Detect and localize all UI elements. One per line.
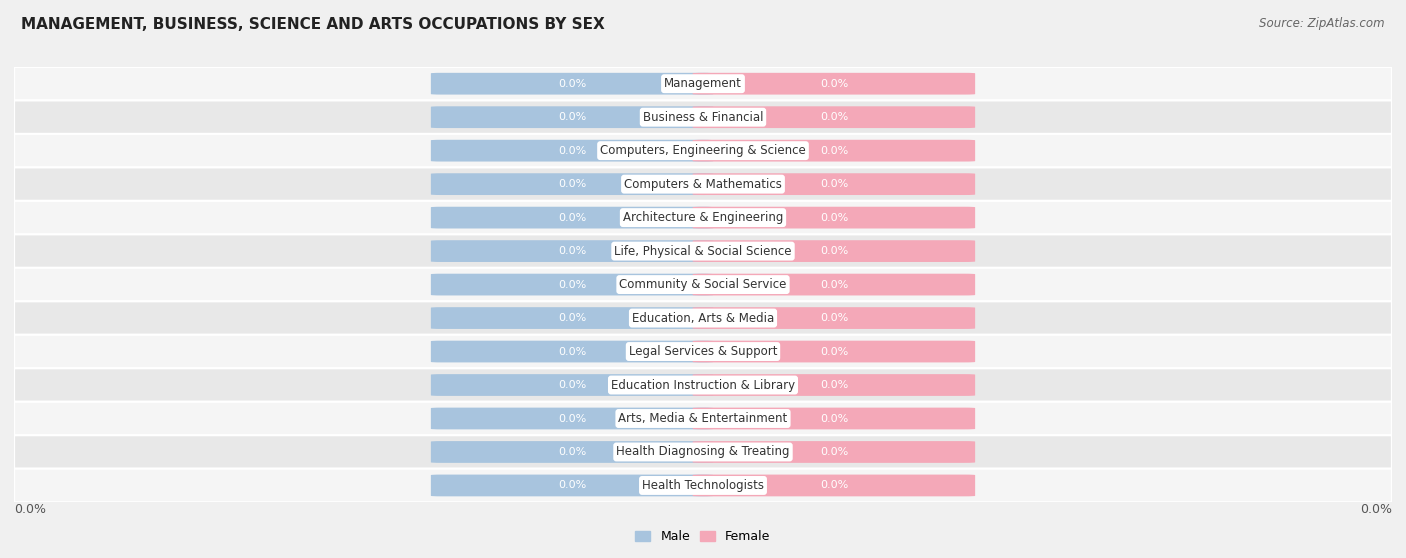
FancyBboxPatch shape	[430, 474, 713, 497]
Text: 0.0%: 0.0%	[820, 447, 848, 457]
Text: 0.0%: 0.0%	[558, 246, 586, 256]
FancyBboxPatch shape	[430, 206, 713, 229]
Text: 0.0%: 0.0%	[558, 380, 586, 390]
Text: 0.0%: 0.0%	[558, 213, 586, 223]
Text: 0.0%: 0.0%	[820, 213, 848, 223]
Text: 0.0%: 0.0%	[820, 313, 848, 323]
FancyBboxPatch shape	[14, 100, 1392, 134]
FancyBboxPatch shape	[14, 335, 1392, 368]
FancyBboxPatch shape	[430, 273, 713, 295]
FancyBboxPatch shape	[14, 301, 1392, 335]
FancyBboxPatch shape	[693, 441, 976, 463]
Text: 0.0%: 0.0%	[820, 347, 848, 357]
Text: 0.0%: 0.0%	[820, 380, 848, 390]
Text: 0.0%: 0.0%	[820, 146, 848, 156]
FancyBboxPatch shape	[14, 201, 1392, 234]
FancyBboxPatch shape	[430, 407, 713, 430]
FancyBboxPatch shape	[430, 240, 713, 262]
FancyBboxPatch shape	[14, 67, 1392, 100]
Text: Business & Financial: Business & Financial	[643, 110, 763, 124]
FancyBboxPatch shape	[430, 374, 713, 396]
FancyBboxPatch shape	[693, 240, 976, 262]
FancyBboxPatch shape	[693, 307, 976, 329]
FancyBboxPatch shape	[693, 173, 976, 195]
Text: 0.0%: 0.0%	[820, 79, 848, 89]
Text: Legal Services & Support: Legal Services & Support	[628, 345, 778, 358]
FancyBboxPatch shape	[693, 140, 976, 162]
Text: Arts, Media & Entertainment: Arts, Media & Entertainment	[619, 412, 787, 425]
Text: MANAGEMENT, BUSINESS, SCIENCE AND ARTS OCCUPATIONS BY SEX: MANAGEMENT, BUSINESS, SCIENCE AND ARTS O…	[21, 17, 605, 32]
Text: 0.0%: 0.0%	[820, 280, 848, 290]
Text: 0.0%: 0.0%	[820, 246, 848, 256]
FancyBboxPatch shape	[693, 374, 976, 396]
Text: Health Technologists: Health Technologists	[643, 479, 763, 492]
Text: 0.0%: 0.0%	[558, 280, 586, 290]
Text: 0.0%: 0.0%	[1360, 503, 1392, 516]
Text: Management: Management	[664, 77, 742, 90]
FancyBboxPatch shape	[14, 234, 1392, 268]
Text: 0.0%: 0.0%	[820, 179, 848, 189]
FancyBboxPatch shape	[430, 441, 713, 463]
Text: Source: ZipAtlas.com: Source: ZipAtlas.com	[1260, 17, 1385, 30]
Text: 0.0%: 0.0%	[558, 112, 586, 122]
FancyBboxPatch shape	[14, 402, 1392, 435]
Text: 0.0%: 0.0%	[558, 480, 586, 490]
Text: Education, Arts & Media: Education, Arts & Media	[631, 311, 775, 325]
Text: 0.0%: 0.0%	[820, 480, 848, 490]
FancyBboxPatch shape	[430, 340, 713, 363]
Text: 0.0%: 0.0%	[558, 413, 586, 424]
Text: 0.0%: 0.0%	[820, 413, 848, 424]
FancyBboxPatch shape	[14, 134, 1392, 167]
Text: Education Instruction & Library: Education Instruction & Library	[612, 378, 794, 392]
FancyBboxPatch shape	[430, 106, 713, 128]
Text: Health Diagnosing & Treating: Health Diagnosing & Treating	[616, 445, 790, 459]
FancyBboxPatch shape	[430, 140, 713, 162]
FancyBboxPatch shape	[14, 167, 1392, 201]
FancyBboxPatch shape	[693, 106, 976, 128]
FancyBboxPatch shape	[14, 469, 1392, 502]
Text: 0.0%: 0.0%	[14, 503, 46, 516]
Text: 0.0%: 0.0%	[820, 112, 848, 122]
Text: Computers, Engineering & Science: Computers, Engineering & Science	[600, 144, 806, 157]
FancyBboxPatch shape	[693, 340, 976, 363]
FancyBboxPatch shape	[14, 268, 1392, 301]
Text: Community & Social Service: Community & Social Service	[619, 278, 787, 291]
FancyBboxPatch shape	[14, 435, 1392, 469]
Text: 0.0%: 0.0%	[558, 79, 586, 89]
FancyBboxPatch shape	[693, 273, 976, 295]
FancyBboxPatch shape	[430, 73, 713, 94]
Text: Architecture & Engineering: Architecture & Engineering	[623, 211, 783, 224]
FancyBboxPatch shape	[430, 173, 713, 195]
Text: Computers & Mathematics: Computers & Mathematics	[624, 177, 782, 191]
FancyBboxPatch shape	[14, 368, 1392, 402]
Text: 0.0%: 0.0%	[558, 447, 586, 457]
Text: Life, Physical & Social Science: Life, Physical & Social Science	[614, 244, 792, 258]
Text: 0.0%: 0.0%	[558, 179, 586, 189]
FancyBboxPatch shape	[693, 73, 976, 94]
Text: 0.0%: 0.0%	[558, 146, 586, 156]
FancyBboxPatch shape	[693, 407, 976, 430]
Legend: Male, Female: Male, Female	[630, 525, 776, 548]
Text: 0.0%: 0.0%	[558, 347, 586, 357]
Text: 0.0%: 0.0%	[558, 313, 586, 323]
FancyBboxPatch shape	[430, 307, 713, 329]
FancyBboxPatch shape	[693, 474, 976, 497]
FancyBboxPatch shape	[693, 206, 976, 229]
